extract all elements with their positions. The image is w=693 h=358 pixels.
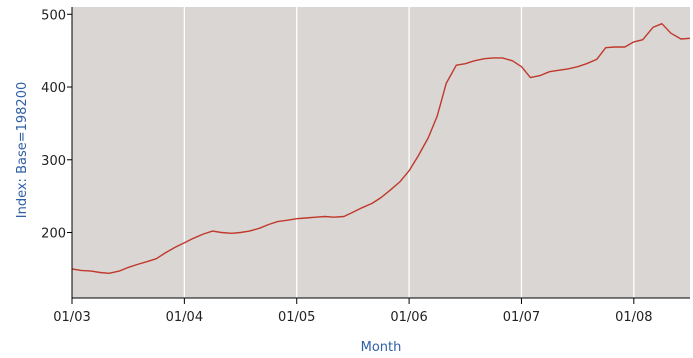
x-tick-label: 01/05 — [278, 310, 315, 325]
y-tick-label: 300 — [41, 154, 66, 169]
axes: 200 300 400 500 01/03 01/04 01/05 01/06 01/07 01/… — [41, 7, 690, 325]
y-tick-label: 500 — [41, 8, 66, 23]
x-axis-title: Month — [361, 340, 402, 355]
y-axis-title: Index: Base=198200 — [15, 82, 30, 218]
x-tick-label: 01/04 — [166, 310, 203, 325]
x-tick-label: 01/06 — [390, 310, 427, 325]
y-tick-label: 400 — [41, 81, 66, 96]
plot-area — [72, 7, 690, 298]
x-tick-label: 01/07 — [503, 310, 540, 325]
series-line — [71, 23, 691, 274]
x-tick-label: 01/03 — [53, 310, 90, 325]
y-tick-label: 200 — [41, 227, 66, 242]
gridlines — [183, 7, 635, 298]
series-layer — [71, 23, 691, 274]
x-tick-label: 01/08 — [615, 310, 652, 325]
